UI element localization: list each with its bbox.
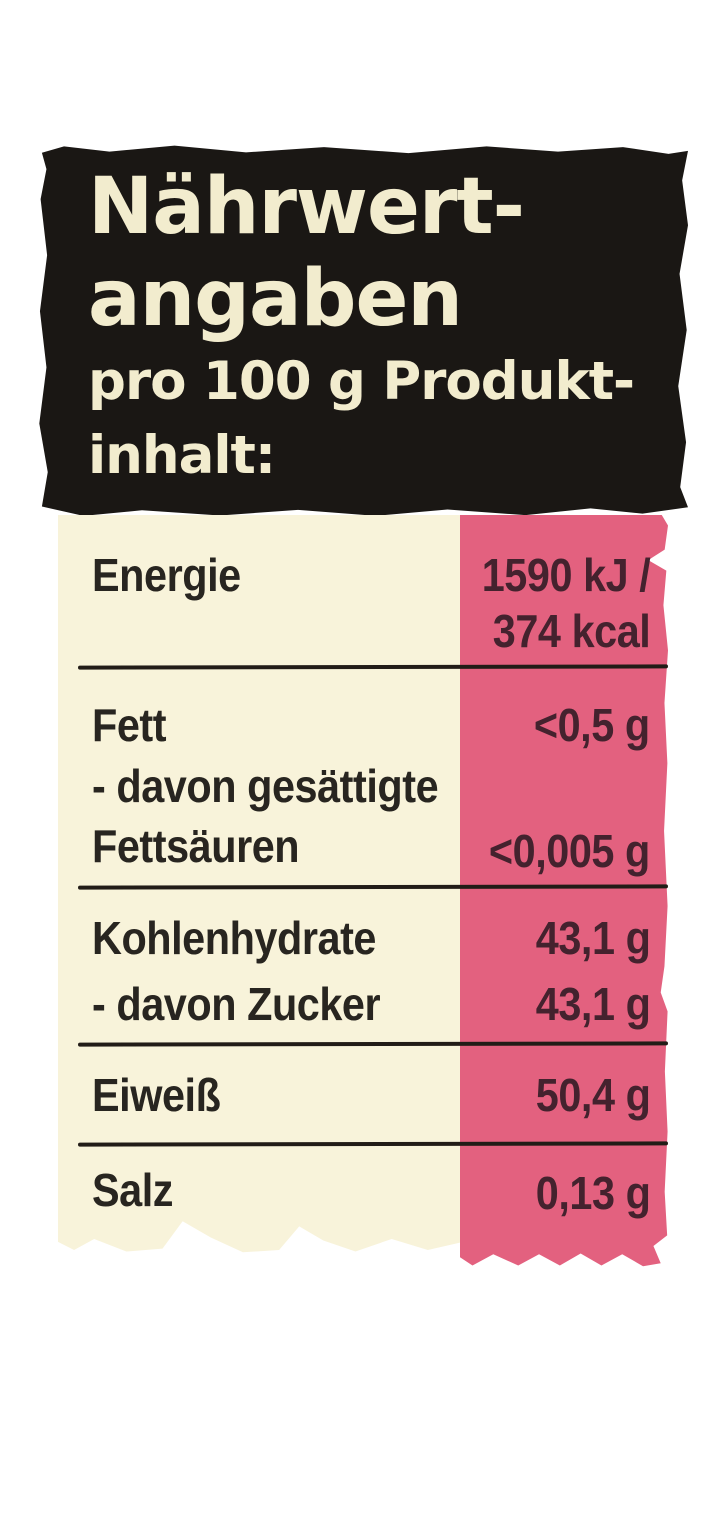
row-zucker-label: - davon Zucker (92, 978, 381, 1030)
label-column-background (58, 515, 460, 1253)
row-fettsaeuren-value: <0,005 g (489, 825, 650, 877)
row-fett-value: <0,5 g (534, 699, 650, 751)
label-subtitle: pro 100 g Produkt- inhalt: (88, 351, 635, 486)
row-fett-label: Fett (92, 699, 167, 751)
row-eiweiss-label: Eiweiß (92, 1069, 221, 1121)
row-energie-label: Energie (92, 549, 241, 601)
row-fettsaeuren-label: Fettsäuren (92, 820, 300, 872)
row-salz-label: Salz (92, 1164, 174, 1216)
row-kohlenhydrate-label: Kohlenhydrate (92, 912, 376, 964)
row-kohlenhydrate-value: 43,1 g (535, 912, 650, 964)
header-panel: Nährwert- angaben pro 100 g Produkt- inh… (39, 145, 688, 516)
row-energie-value: 1590 kJ / 374 kcal (481, 549, 650, 657)
row-gesaettigte-label: - davon gesättigte (92, 760, 439, 812)
value-column-background (460, 515, 668, 1267)
row-eiweiss-value: 50,4 g (535, 1069, 650, 1121)
label-title: Nährwert- angaben (88, 162, 525, 344)
nutrition-table: Energie 1590 kJ / 374 kcal Fett <0,5 g -… (58, 515, 669, 1270)
row-salz-value: 0,13 g (535, 1167, 650, 1219)
row-zucker-value: 43,1 g (535, 978, 650, 1030)
